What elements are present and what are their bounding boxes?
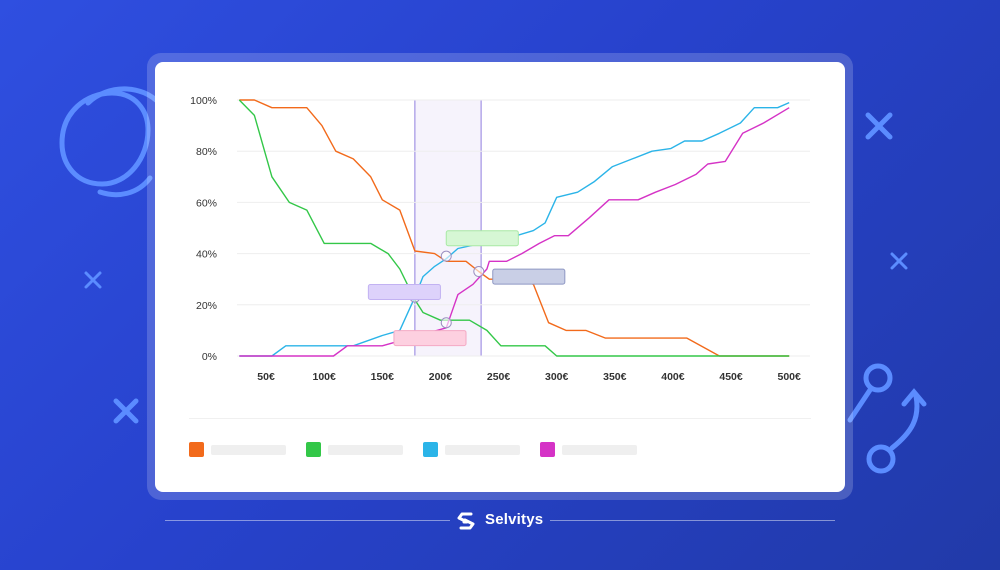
x-tick-label: 300€ — [545, 371, 569, 383]
legend-divider — [189, 418, 811, 419]
legend-swatch — [189, 442, 204, 457]
cross-decoration-4 — [890, 252, 908, 270]
intersection-marker — [473, 266, 485, 278]
legend-item — [540, 442, 650, 458]
rounded-blob-decoration — [59, 90, 151, 187]
legend-swatch — [423, 442, 438, 457]
legend-swatch — [540, 442, 555, 457]
intersection-marker — [440, 250, 452, 262]
series-line-3 — [239, 101, 790, 357]
x-tick-label: 400€ — [661, 371, 685, 383]
cross-decoration-3 — [865, 112, 893, 140]
cross-decoration-2 — [113, 398, 139, 424]
series-line-1 — [239, 99, 790, 357]
annotation-box — [367, 284, 441, 300]
legend-label-placeholder — [211, 445, 286, 455]
cross-decoration-1 — [84, 271, 102, 289]
node-circle-top — [863, 363, 893, 393]
legend-item — [306, 442, 416, 458]
brand-logo: Selvitys — [455, 508, 555, 532]
legend-item — [189, 442, 299, 458]
node-circle-bottom — [866, 444, 896, 474]
x-tick-label: 500€ — [778, 371, 802, 383]
arrow-up-icon — [889, 388, 927, 451]
x-tick-label: 350€ — [603, 371, 627, 383]
annotation-box — [492, 268, 566, 285]
y-tick-label: 20% — [196, 300, 217, 312]
footer-divider-left — [165, 520, 450, 521]
x-tick-label: 200€ — [429, 371, 453, 383]
legend-swatch — [306, 442, 321, 457]
y-tick-label: 0% — [202, 351, 217, 363]
connector-line — [847, 387, 873, 423]
brand-name: Selvitys — [485, 511, 544, 528]
line-chart: 0% 20% 40% 60% 80% 100% 50€ 100€ 150€ 200€ 250€ 30… — [190, 95, 810, 383]
annotation-box — [393, 330, 467, 347]
x-tick-label: 250€ — [487, 371, 511, 383]
legend-label-placeholder — [445, 445, 520, 455]
x-tick-label: 450€ — [719, 371, 743, 383]
legend-label-placeholder — [562, 445, 637, 455]
chart-card: 0% 20% 40% 60% 80% 100% 50€ 100€ 150€ 200€ 250€ 30… — [155, 62, 845, 492]
footer-divider-right — [550, 520, 835, 521]
arc-decoration — [85, 86, 163, 198]
chart-legend — [189, 442, 809, 458]
x-tick-label: 150€ — [371, 371, 395, 383]
intersection-marker — [440, 317, 452, 329]
y-tick-label: 60% — [196, 197, 217, 209]
annotation-box — [445, 230, 519, 247]
legend-item — [423, 442, 533, 458]
selvitys-logo-icon — [457, 512, 475, 530]
y-tick-label: 40% — [196, 249, 217, 261]
x-tick-label: 50€ — [257, 371, 275, 383]
x-tick-label: 100€ — [313, 371, 337, 383]
y-tick-label: 100% — [190, 95, 217, 107]
legend-label-placeholder — [328, 445, 403, 455]
y-tick-label: 80% — [196, 146, 217, 158]
